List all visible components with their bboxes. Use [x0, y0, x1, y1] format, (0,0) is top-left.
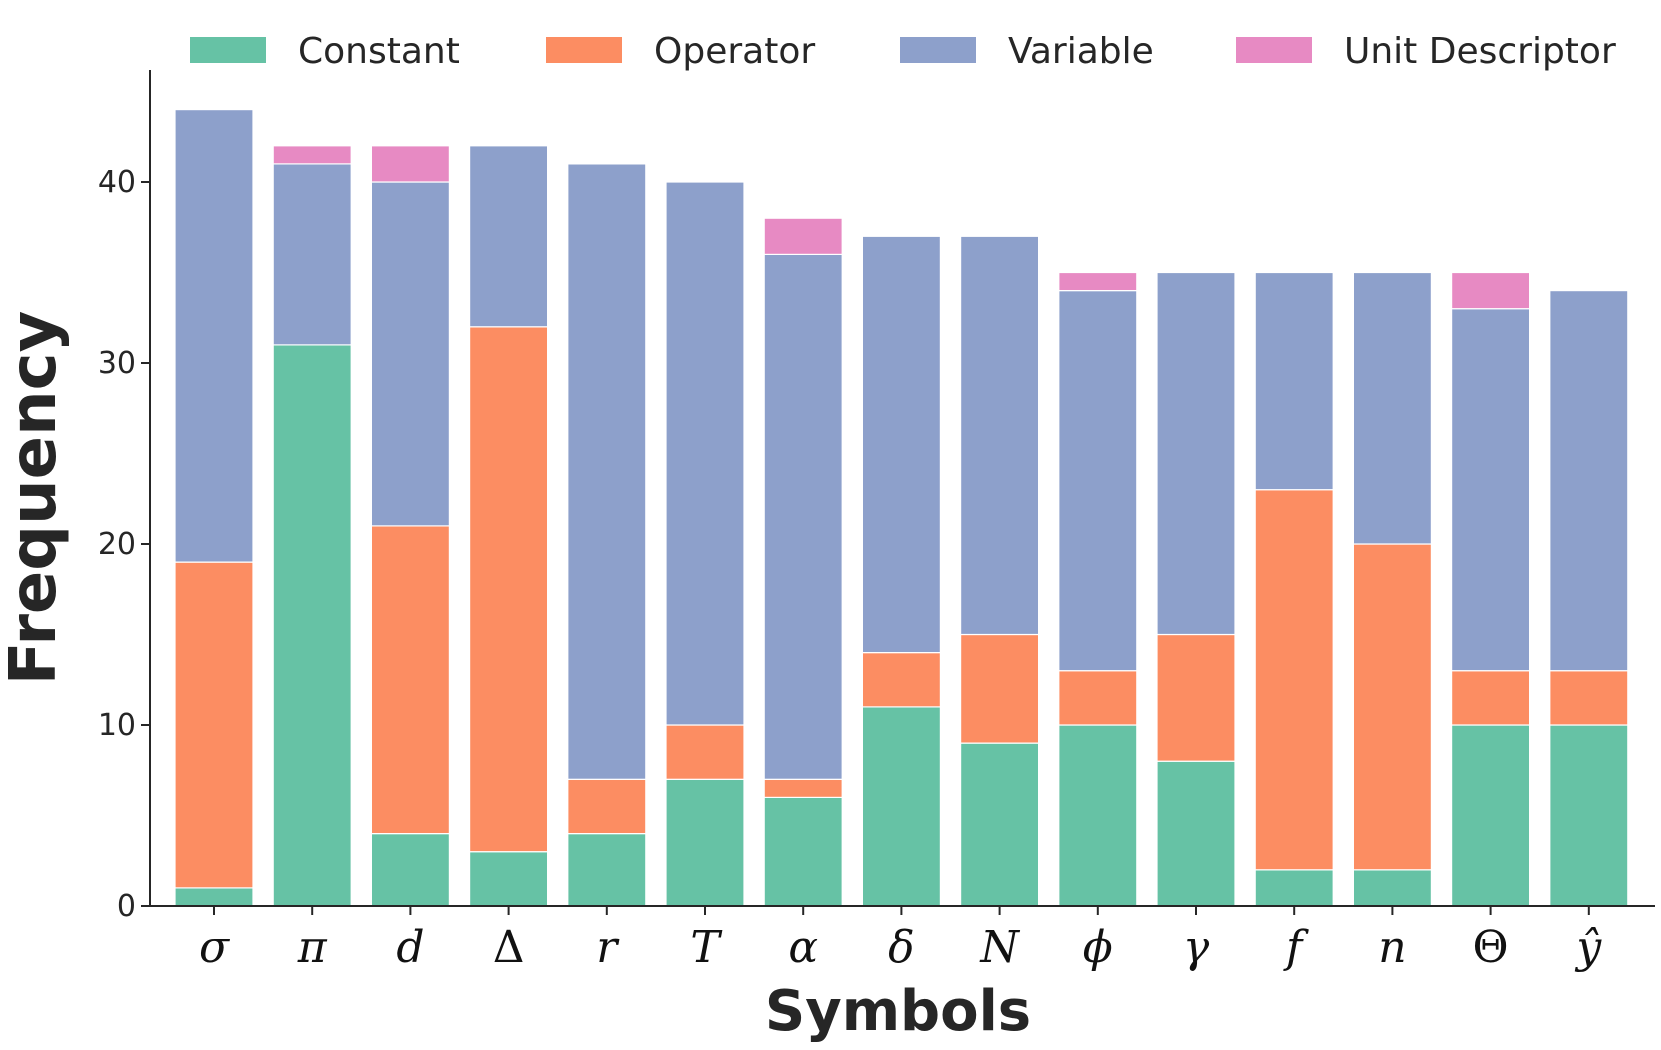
- bar-segment-operator: [1352, 543, 1433, 871]
- x-tick-label: N: [979, 922, 1020, 973]
- y-tick-label: 20: [98, 527, 136, 562]
- x-axis-title: Symbols: [765, 979, 1031, 1044]
- legend-label: Constant: [298, 31, 460, 72]
- bar-segment-unit-descriptor: [370, 145, 450, 183]
- bar-segment-operator: [665, 724, 745, 780]
- bar-segment-variable: [763, 253, 843, 780]
- bar-segment-variable: [370, 181, 450, 527]
- bar-segment-operator: [174, 561, 254, 889]
- bar-segment-constant: [567, 832, 647, 907]
- x-tick-label: T: [690, 922, 723, 973]
- bar-segment-variable: [469, 145, 549, 328]
- bar-segment-constant: [763, 796, 843, 907]
- bar-segment-unit-descriptor: [272, 145, 352, 165]
- bar-segment-constant: [272, 344, 352, 907]
- x-tick-label: d: [396, 922, 424, 973]
- x-tick-label: f: [1283, 922, 1309, 973]
- bar-segment-constant: [665, 778, 745, 907]
- x-tick-label: α: [788, 922, 818, 973]
- bar-segment-operator: [1156, 633, 1236, 762]
- x-tick-label: δ: [888, 922, 915, 973]
- bar-segment-variable: [959, 235, 1040, 636]
- bar-segment-constant: [1058, 724, 1138, 907]
- bars: [174, 108, 1629, 907]
- x-tick-label: Δ: [493, 922, 525, 973]
- bar-segment-variable: [272, 163, 352, 346]
- legend-label: Operator: [654, 31, 815, 72]
- legend-label: Unit Descriptor: [1344, 31, 1616, 72]
- y-tick-label: 40: [98, 165, 136, 200]
- bar-segment-unit-descriptor: [1450, 271, 1531, 310]
- x-tick-label: Θ: [1473, 922, 1509, 973]
- bar-segment-constant: [370, 832, 450, 907]
- bar-segment-operator: [1058, 670, 1138, 726]
- bar-segment-constant: [1254, 869, 1334, 907]
- bar-segment-operator: [469, 326, 549, 853]
- bar-segment-operator: [1549, 670, 1629, 726]
- x-tick-label: ŷ: [1574, 922, 1602, 973]
- legend-swatch-variable: [900, 37, 976, 63]
- bar-segment-operator: [370, 525, 450, 835]
- bar-segment-variable: [1058, 290, 1138, 672]
- bar-segment-variable: [1450, 308, 1531, 672]
- x-tick-label: ϕ: [1083, 922, 1113, 973]
- x-tick-label: σ: [199, 922, 231, 973]
- y-tick-label: 30: [98, 346, 136, 381]
- y-axis-title: Frequency: [0, 311, 71, 686]
- bar-segment-constant: [1549, 724, 1629, 907]
- x-tick-label: γ: [1183, 922, 1210, 973]
- y-ticks: 0 10 20 30 40: [98, 165, 150, 924]
- x-tick-label: π: [297, 922, 328, 973]
- bar-segment-constant: [1450, 724, 1531, 907]
- axes: [149, 70, 1655, 907]
- bar-segment-constant: [959, 742, 1040, 907]
- legend-label: Variable: [1008, 31, 1154, 72]
- bar-segment-variable: [665, 181, 745, 726]
- bar-segment-variable: [861, 235, 942, 654]
- bar-segment-constant: [861, 706, 942, 907]
- bar-segment-unit-descriptor: [1058, 271, 1138, 292]
- bar-segment-variable: [1549, 290, 1629, 672]
- bar-segment-constant: [469, 851, 549, 907]
- bar-segment-operator: [959, 633, 1040, 744]
- bar-segment-variable: [1352, 271, 1433, 545]
- bar-segment-constant: [1156, 760, 1236, 907]
- bar-segment-operator: [567, 778, 647, 835]
- bar-segment-unit-descriptor: [763, 217, 843, 255]
- x-tick-label: n: [1378, 922, 1406, 973]
- bar-segment-operator: [763, 778, 843, 798]
- x-tick-label: r: [596, 922, 620, 973]
- bar-segment-operator: [1450, 670, 1531, 726]
- bar-segment-variable: [1156, 271, 1236, 636]
- bar-segment-variable: [174, 108, 254, 563]
- y-tick-label: 0: [117, 889, 136, 924]
- bar-segment-variable: [1254, 271, 1334, 491]
- legend: Constant Operator Variable Unit Descriptor: [190, 31, 1616, 72]
- legend-swatch-unit-descriptor: [1236, 37, 1312, 63]
- bar-segment-variable: [567, 163, 647, 780]
- legend-swatch-constant: [190, 37, 266, 63]
- bar-segment-constant: [1352, 869, 1433, 907]
- y-tick-label: 10: [98, 708, 136, 743]
- legend-swatch-operator: [546, 37, 622, 63]
- bar-segment-operator: [1254, 489, 1334, 871]
- bar-segment-constant: [174, 887, 254, 907]
- bar-segment-operator: [861, 651, 942, 708]
